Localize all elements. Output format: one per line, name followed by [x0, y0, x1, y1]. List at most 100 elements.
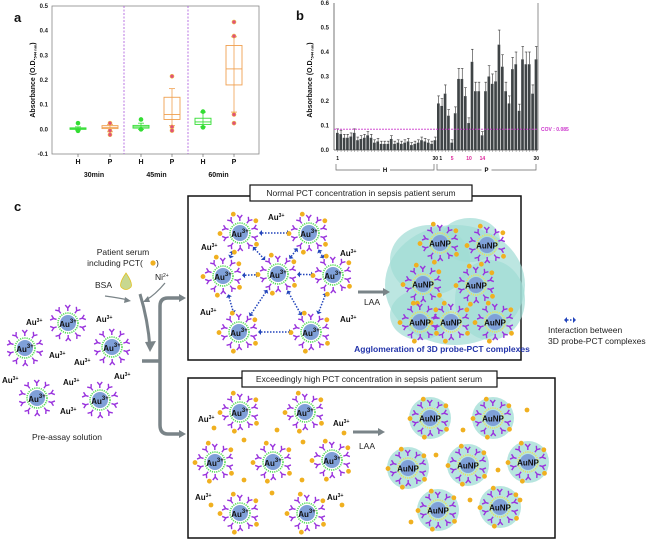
- chart-b-bar: [477, 91, 481, 150]
- pct-dot-icon: [253, 397, 259, 403]
- antibody-icon: [482, 268, 489, 276]
- chart-a-ylabel-text: Absorbance (O.D.: [30, 58, 37, 117]
- chart-b-bar: [480, 135, 484, 150]
- pct-dot-icon: [445, 463, 451, 468]
- arrowhead-icon: [145, 341, 156, 352]
- au-ion-sup: 3+: [313, 328, 320, 334]
- antibody-icon: [322, 323, 330, 330]
- au-ion-probe-particle: Au3+: [284, 491, 326, 535]
- antibody-icon: [419, 459, 427, 466]
- au-ion-sup: 3+: [13, 376, 19, 382]
- panel-label-b: b: [296, 8, 304, 23]
- arrowhead-icon: [260, 255, 266, 261]
- au-ion-label: Au3+: [327, 493, 343, 502]
- free-pct-dot-icon: [274, 427, 280, 433]
- antibody-icon: [236, 343, 243, 351]
- antibody-icon: [339, 284, 346, 291]
- antibody-icon: [426, 305, 433, 313]
- antibody-icon: [320, 235, 328, 242]
- antibody-icon: [246, 421, 253, 428]
- aunp-label: AuNP: [476, 242, 498, 251]
- antibody-icon: [292, 323, 300, 330]
- free-pct-dot-icon: [241, 477, 247, 483]
- antibody-icon: [484, 256, 491, 264]
- pct-dot-icon: [254, 521, 259, 527]
- au-ion-base: Au: [16, 345, 27, 354]
- au-ion-sup: 3+: [217, 458, 224, 464]
- antibody-icon: [304, 524, 311, 532]
- antibody-icon: [465, 476, 472, 484]
- au-ion-label: Au3+: [60, 407, 76, 416]
- au-ion-base: Au: [28, 395, 39, 404]
- pct-dot-icon: [453, 228, 459, 234]
- chart-b-bar: [393, 143, 396, 150]
- high-pct-title-box: [241, 370, 498, 388]
- antibody-icon: [426, 399, 433, 407]
- antibody-icon: [290, 224, 298, 231]
- bsa-shell: [298, 222, 320, 244]
- chart-b-bar: [487, 76, 491, 150]
- chart-b-bar: [527, 64, 531, 150]
- au-ion-probe-particle: Au3+: [6, 329, 44, 367]
- bsa-arrow: [104, 295, 129, 301]
- chart-b-bar: [383, 143, 386, 150]
- antibody-icon: [111, 391, 119, 398]
- chart-b-bar: [504, 91, 507, 150]
- chart-a-outlier: [138, 117, 144, 122]
- antibody-icon: [221, 224, 229, 231]
- pct-dot-icon: [513, 492, 519, 498]
- au-ion-sup: 3+: [114, 343, 121, 349]
- serum-label-line2: including PCT(: [87, 258, 143, 268]
- au-ion-sup: 3+: [344, 419, 350, 425]
- pct-dot-icon: [518, 440, 524, 446]
- chart-b-bar: [517, 110, 521, 150]
- chart-a-ytick-label: 0.0: [40, 127, 49, 133]
- interaction-arrow: [228, 296, 234, 312]
- chart-a-outlier: [231, 19, 237, 25]
- chart-b-bar: [396, 142, 400, 150]
- aunp-probe-particle: AuNP: [505, 440, 549, 484]
- antibody-icon: [474, 448, 481, 456]
- au-ion-sup: 3+: [242, 408, 249, 414]
- au-ion-probe-particle: Au3+: [216, 310, 258, 354]
- pct-dot-icon: [467, 301, 473, 307]
- particle-core-label: Au3+: [206, 458, 224, 468]
- antibody-icon: [404, 275, 412, 282]
- pct-dot-icon: [205, 440, 211, 446]
- pct-dot-icon: [321, 521, 326, 527]
- antibody-icon: [298, 341, 305, 349]
- pct-dot-icon: [472, 320, 478, 325]
- antibody-icon: [292, 421, 299, 429]
- pct-dot-icon: [213, 254, 219, 260]
- au-ion-probe-particle: Au3+: [310, 253, 352, 297]
- antibody-icon: [210, 260, 217, 267]
- chart-b-bar: [507, 103, 511, 150]
- antibody-icon: [288, 504, 296, 511]
- antibody-icon: [43, 407, 50, 414]
- antibody-icon: [498, 236, 506, 243]
- pct-dot-icon: [500, 230, 506, 236]
- chart-b-bar: [433, 140, 437, 150]
- chart-b-bar: [346, 137, 349, 150]
- antibody-icon: [250, 323, 258, 330]
- antibody-icon: [284, 257, 291, 265]
- au-ion-base: Au: [340, 249, 351, 258]
- particle-core: [422, 410, 438, 426]
- bsa-shell: [427, 499, 449, 521]
- branch-arrow: [142, 296, 180, 436]
- antibody-icon: [534, 471, 541, 478]
- chart-b-bar: [379, 143, 383, 150]
- antibody-icon: [449, 512, 457, 519]
- aunp-label: AuNP: [429, 240, 451, 249]
- antibody-icon: [436, 224, 443, 232]
- au-ion-base: Au: [206, 459, 217, 468]
- antibody-icon: [506, 490, 513, 498]
- au-ion-sup: 3+: [279, 213, 285, 219]
- diagram-c: Normal PCT concentration in sepsis patie…: [2, 184, 646, 539]
- aunp-probe-particle: AuNP: [407, 396, 451, 440]
- chart-a-xtick-label: P: [108, 159, 113, 166]
- antibody-icon: [220, 323, 228, 330]
- au-ion-sup: 3+: [27, 344, 34, 350]
- chart-b-ytick-label: 0.3: [321, 75, 330, 81]
